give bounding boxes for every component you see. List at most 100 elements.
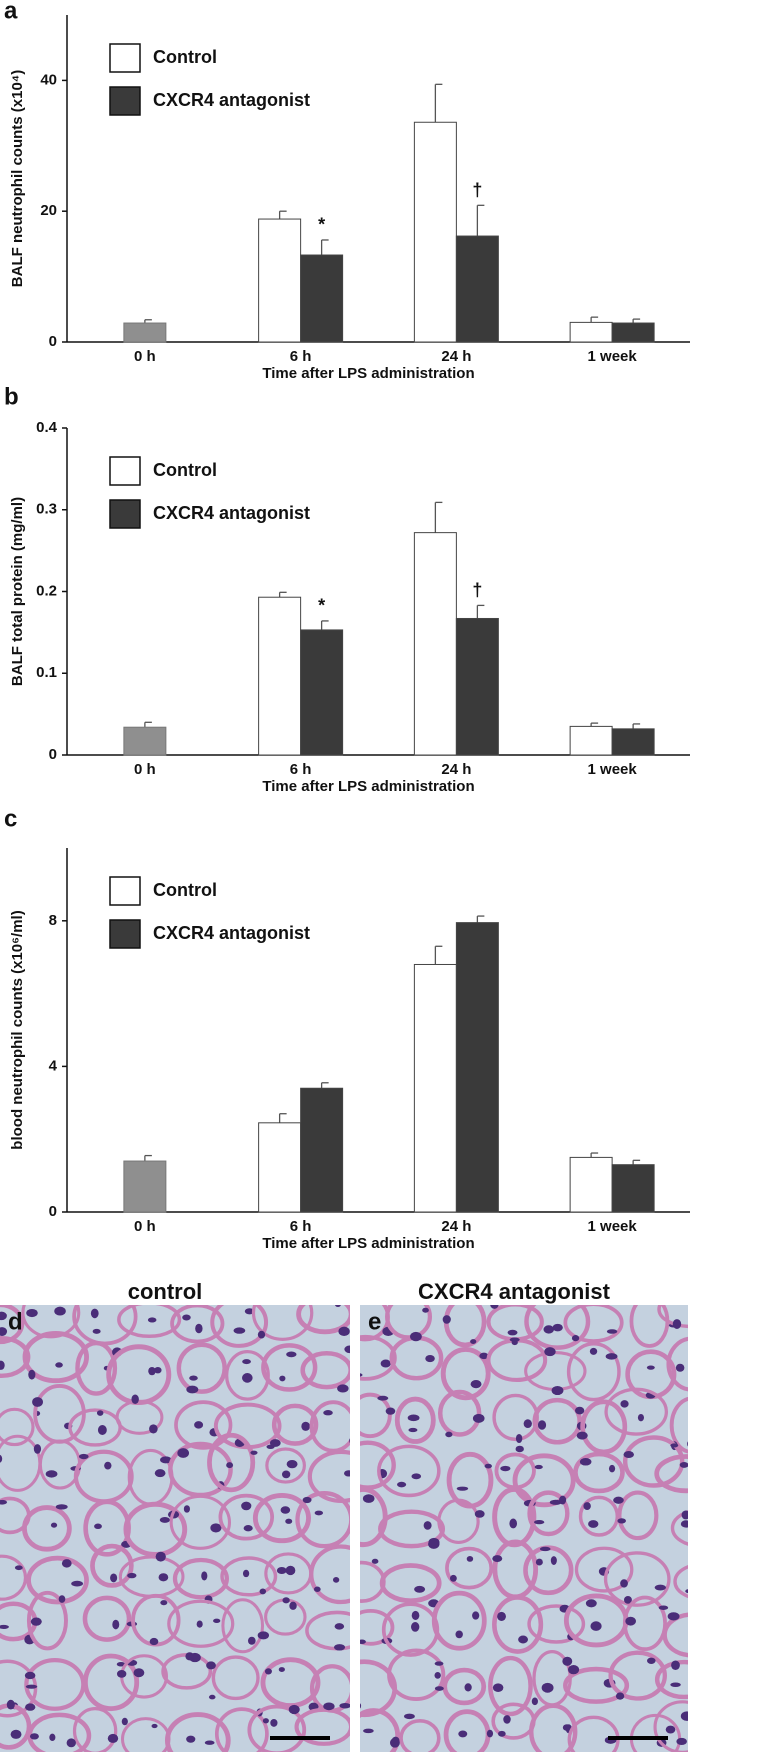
nucleus (49, 1733, 56, 1742)
nucleus (71, 1580, 84, 1587)
panel-label: c (4, 805, 17, 832)
alveolus-wall (220, 1556, 278, 1597)
nucleus (484, 1463, 492, 1469)
nucleus (680, 1520, 688, 1528)
nucleus (509, 1518, 518, 1529)
nucleus (497, 1611, 506, 1621)
alveolus-wall (82, 1653, 140, 1712)
nucleus (45, 1470, 58, 1478)
alveolus-wall (83, 1499, 131, 1557)
y-axis-title: blood neutrophil counts (x10⁶/ml) (9, 910, 26, 1149)
alveolus-wall (573, 1451, 625, 1494)
nucleus (58, 1595, 66, 1603)
nucleus (121, 1717, 128, 1726)
alveolus-wall (378, 1509, 446, 1549)
y-tick-label: 40 (40, 71, 57, 88)
x-axis-title: Time after LPS administration (262, 778, 474, 795)
nucleus (550, 1556, 557, 1565)
legend-label: CXCR4 antagonist (153, 90, 310, 110)
nucleus (646, 1365, 655, 1370)
nucleus (685, 1589, 688, 1594)
alveolus-wall (437, 1498, 480, 1544)
nucleus (456, 1486, 469, 1491)
nucleus (177, 1448, 190, 1458)
alveolus-wall (657, 1305, 688, 1329)
x-tick-label: 24 h (441, 1218, 471, 1235)
nucleus (183, 1505, 190, 1513)
nucleus (410, 1331, 422, 1342)
alveolus-wall (440, 1346, 491, 1401)
nucleus (10, 1729, 22, 1739)
alveolus-wall (387, 1648, 446, 1702)
alveolus-wall (653, 1700, 688, 1752)
nucleus (335, 1305, 341, 1308)
y-tick-label: 0.1 (36, 664, 57, 681)
nucleus (133, 1668, 145, 1678)
nucleus (233, 1327, 246, 1334)
nucleus (6, 1699, 15, 1710)
nucleus (571, 1335, 580, 1342)
nucleus (428, 1537, 440, 1548)
nucleus (276, 1566, 287, 1574)
nucleus (490, 1305, 499, 1309)
alveolus-wall (563, 1666, 630, 1704)
nucleus (104, 1461, 112, 1470)
alveolus-wall (170, 1305, 225, 1344)
bar (300, 1087, 344, 1213)
nucleus (562, 1724, 572, 1731)
nucleus (360, 1373, 363, 1377)
nucleus (464, 1683, 472, 1692)
nucleus (61, 1559, 72, 1568)
legend-label: Control (153, 460, 217, 480)
alveolus-wall (210, 1305, 269, 1348)
nucleus (151, 1723, 158, 1729)
alveolus-wall (296, 1305, 350, 1335)
nucleus (397, 1481, 407, 1488)
alveolus-wall (580, 1399, 628, 1455)
bar (569, 1156, 613, 1213)
alveolus-wall (172, 1557, 229, 1600)
nucleus (377, 1395, 389, 1401)
nucleus (579, 1458, 592, 1466)
alveolus-wall (26, 1555, 89, 1605)
nucleus (498, 1730, 506, 1737)
nucleus (243, 1525, 253, 1532)
nucleus (362, 1494, 375, 1503)
bar (611, 728, 655, 756)
alveolus-wall (75, 1340, 118, 1396)
nucleus (351, 1694, 358, 1700)
alveolus-wall (445, 1546, 494, 1590)
nucleus (608, 1464, 616, 1473)
nucleus (449, 1574, 457, 1582)
nucleus (186, 1735, 196, 1743)
nucleus (94, 1523, 102, 1530)
alveolus-wall (512, 1453, 576, 1508)
legend-label: Control (153, 880, 217, 900)
bar (569, 725, 613, 756)
nucleus (50, 1522, 58, 1528)
alveolus-wall (622, 1435, 685, 1488)
nucleus (107, 1733, 119, 1743)
y-tick-label: 8 (49, 912, 57, 929)
nucleus (33, 1444, 42, 1454)
nucleus (606, 1329, 618, 1334)
nucleus (194, 1421, 204, 1429)
nucleus (705, 1648, 715, 1657)
nucleus (55, 1504, 68, 1510)
nucleus (242, 1359, 251, 1365)
nucleus (54, 1306, 66, 1316)
nucleus (671, 1660, 680, 1670)
nucleus (257, 1631, 270, 1640)
nucleus (55, 1362, 63, 1368)
nucleus (242, 1569, 250, 1578)
nucleus (422, 1307, 429, 1313)
tissue (360, 1305, 715, 1752)
nucleus (213, 1618, 221, 1624)
nucleus (515, 1433, 523, 1444)
nucleus (278, 1667, 285, 1673)
y-tick-label: 0 (49, 746, 57, 763)
nucleus (360, 1639, 366, 1644)
alveolus-wall (399, 1719, 441, 1752)
nucleus (112, 1619, 120, 1630)
nucleus (285, 1565, 296, 1576)
